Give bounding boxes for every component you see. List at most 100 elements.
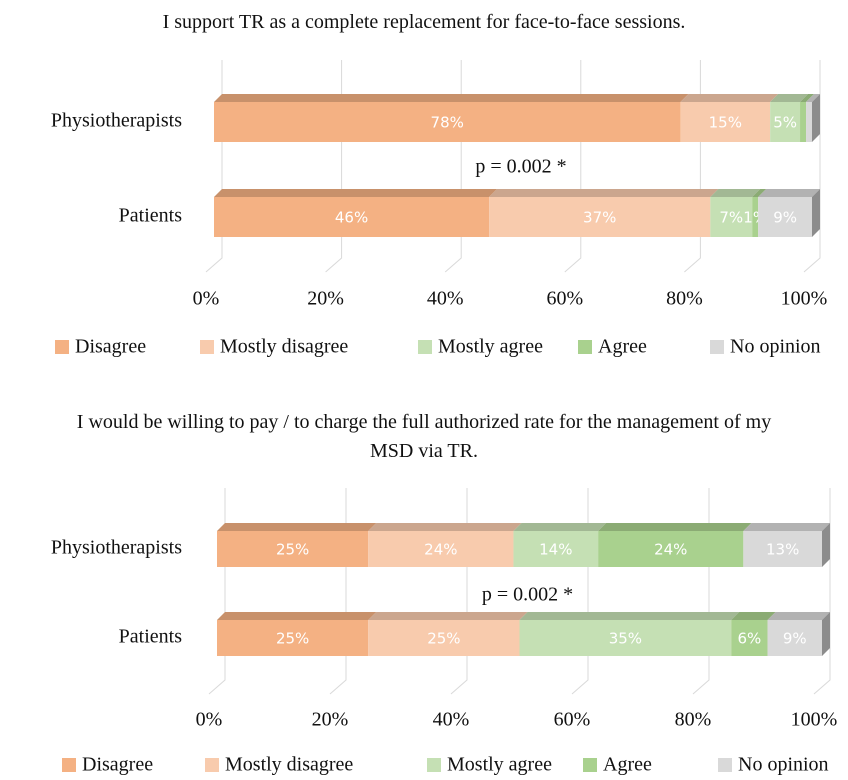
x-tick-label: 60% xyxy=(554,709,591,731)
bar-top xyxy=(214,189,498,197)
legend-label: Disagree xyxy=(75,336,146,358)
grid-line xyxy=(564,60,582,273)
bar-segment xyxy=(519,612,740,656)
bar-segment xyxy=(800,94,815,142)
bar-front xyxy=(806,102,812,142)
x-tick-label: 100% xyxy=(791,709,838,731)
value-label: 25% xyxy=(276,541,309,559)
legend-swatch xyxy=(710,340,724,354)
category-label: Physiotherapists xyxy=(51,110,182,132)
bar-top xyxy=(770,94,809,102)
bar-side xyxy=(812,189,820,237)
x-tick-label: 20% xyxy=(312,709,349,731)
legend-swatch xyxy=(62,758,76,772)
bar-front xyxy=(767,620,822,656)
legend-swatch xyxy=(578,340,592,354)
value-label: 9% xyxy=(783,630,807,648)
legend-swatch xyxy=(418,340,432,354)
value-label: 35% xyxy=(609,630,642,648)
x-tick-label: 0% xyxy=(193,288,220,310)
legend-label: Agree xyxy=(603,754,652,776)
value-label: 24% xyxy=(654,541,687,559)
grid-line xyxy=(803,60,821,273)
bar-top xyxy=(731,612,776,620)
bar-side xyxy=(822,523,830,567)
bar-side xyxy=(812,94,820,142)
annotation: p = 0.002 * xyxy=(482,584,573,606)
grid-line xyxy=(329,488,347,695)
value-label: 37% xyxy=(583,209,616,227)
bar-front xyxy=(217,531,369,567)
value-label: 6% xyxy=(738,630,762,648)
grid-line xyxy=(444,60,462,273)
bar-segment xyxy=(680,94,779,142)
bar-segment xyxy=(513,523,607,567)
bar-top xyxy=(368,612,528,620)
grid-line xyxy=(325,60,343,273)
bar-segment xyxy=(770,94,809,142)
bar-top xyxy=(489,189,719,197)
bar-top xyxy=(800,94,815,102)
legend-label: Mostly disagree xyxy=(220,336,348,358)
bar-segment xyxy=(743,523,830,567)
value-label: 7% xyxy=(719,209,743,227)
bar-top xyxy=(519,612,740,620)
annotation: p = 0.002 * xyxy=(475,156,566,178)
grid-line xyxy=(205,60,223,273)
bar-top xyxy=(752,189,767,197)
bar-segment xyxy=(752,189,767,237)
x-tick-label: 60% xyxy=(546,288,583,310)
legend-swatch xyxy=(583,758,597,772)
bar-top xyxy=(598,523,752,531)
bar-segment xyxy=(710,189,761,237)
bar-segment xyxy=(217,612,377,656)
bar-front xyxy=(743,531,822,567)
bar-top xyxy=(806,94,820,102)
x-tick-label: 0% xyxy=(196,709,223,731)
bar-front xyxy=(680,102,771,142)
value-label: 14% xyxy=(539,541,572,559)
bar-top xyxy=(767,612,830,620)
bar-segment xyxy=(368,612,528,656)
x-tick-label: 40% xyxy=(427,288,464,310)
legend-label: No opinion xyxy=(730,336,821,358)
bar-front xyxy=(752,197,759,237)
grid-line xyxy=(450,488,468,695)
bar-front xyxy=(770,102,801,142)
bar-top xyxy=(743,523,830,531)
bar-front xyxy=(758,197,812,237)
bar-front xyxy=(519,620,732,656)
grid-line xyxy=(571,488,589,695)
category-label: Patients xyxy=(119,205,183,227)
legend-swatch xyxy=(200,340,214,354)
bar-front xyxy=(598,531,744,567)
bar-top xyxy=(217,523,377,531)
category-label: Physiotherapists xyxy=(51,537,182,559)
bar-front xyxy=(214,197,490,237)
value-label: 25% xyxy=(427,630,460,648)
bar-segment xyxy=(217,523,377,567)
bar-top xyxy=(214,94,689,102)
value-label: 25% xyxy=(276,630,309,648)
bar-top xyxy=(217,612,377,620)
bar-side xyxy=(822,612,830,656)
bar-segment xyxy=(489,189,719,237)
category-label: Patients xyxy=(119,626,183,648)
legend-label: Mostly agree xyxy=(438,336,543,358)
value-label: 24% xyxy=(424,541,457,559)
bar-front xyxy=(731,620,768,656)
legend-swatch xyxy=(55,340,69,354)
bar-segment xyxy=(806,94,820,142)
bar-front xyxy=(489,197,711,237)
grid-line xyxy=(208,488,226,695)
x-tick-label: 40% xyxy=(433,709,470,731)
bar-front xyxy=(368,620,520,656)
grid-line xyxy=(684,60,701,273)
bar-top xyxy=(680,94,779,102)
bar-front xyxy=(368,531,514,567)
value-label: 5% xyxy=(773,114,797,132)
legend-label: No opinion xyxy=(738,754,829,776)
bar-front xyxy=(513,531,599,567)
